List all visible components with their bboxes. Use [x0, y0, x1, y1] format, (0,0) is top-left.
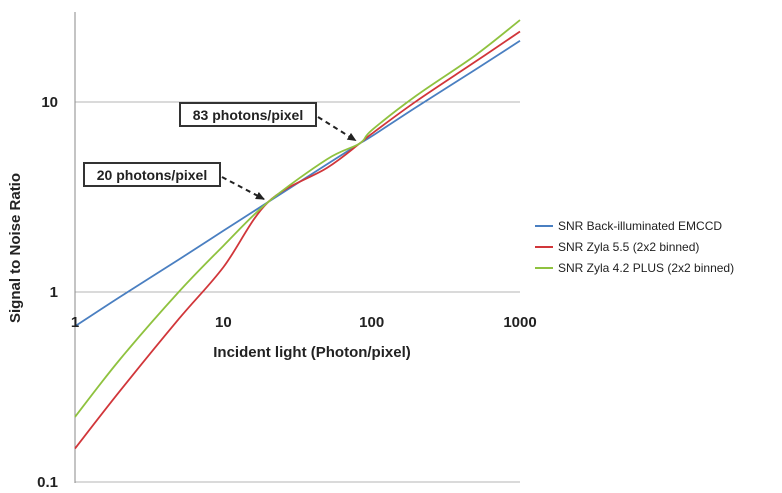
y-tick-label: 1	[50, 284, 58, 301]
y-axis-title: Signal to Noise Ratio	[7, 173, 24, 323]
legend-label: SNR Back-illuminated EMCCD	[558, 219, 722, 233]
x-axis-title: Incident light (Photon/pixel)	[213, 344, 410, 361]
series-line-2	[74, 19, 521, 418]
x-tick-label: 1000	[503, 314, 536, 331]
annotation-arrow	[221, 176, 265, 201]
legend: SNR Back-illuminated EMCCD SNR Zyla 5.5 (…	[535, 219, 734, 275]
series-line-0	[74, 40, 521, 328]
annotation-label: 20 photons/pixel	[97, 167, 207, 183]
grid-lines	[75, 101, 520, 483]
y-tick-label: 10	[41, 94, 58, 111]
x-tick-label: 10	[215, 314, 232, 331]
annotation-label: 83 photons/pixel	[193, 107, 303, 123]
series-line-1	[74, 30, 521, 450]
x-tick-label: 1	[71, 314, 79, 331]
annotations: 83 photons/pixel 20 photons/pixel	[83, 102, 357, 201]
annotation-box	[83, 162, 221, 187]
x-tick-label: 100	[359, 314, 384, 331]
legend-label: SNR Zyla 5.5 (2x2 binned)	[558, 240, 699, 254]
annotation-box	[179, 102, 317, 127]
tick-labels: 1 10 100 1000 0.1 1 10	[37, 94, 537, 491]
annotation-arrow	[317, 116, 357, 142]
legend-label: SNR Zyla 4.2 PLUS (2x2 binned)	[558, 261, 734, 275]
y-tick-label: 0.1	[37, 474, 58, 491]
series-lines	[74, 19, 521, 450]
